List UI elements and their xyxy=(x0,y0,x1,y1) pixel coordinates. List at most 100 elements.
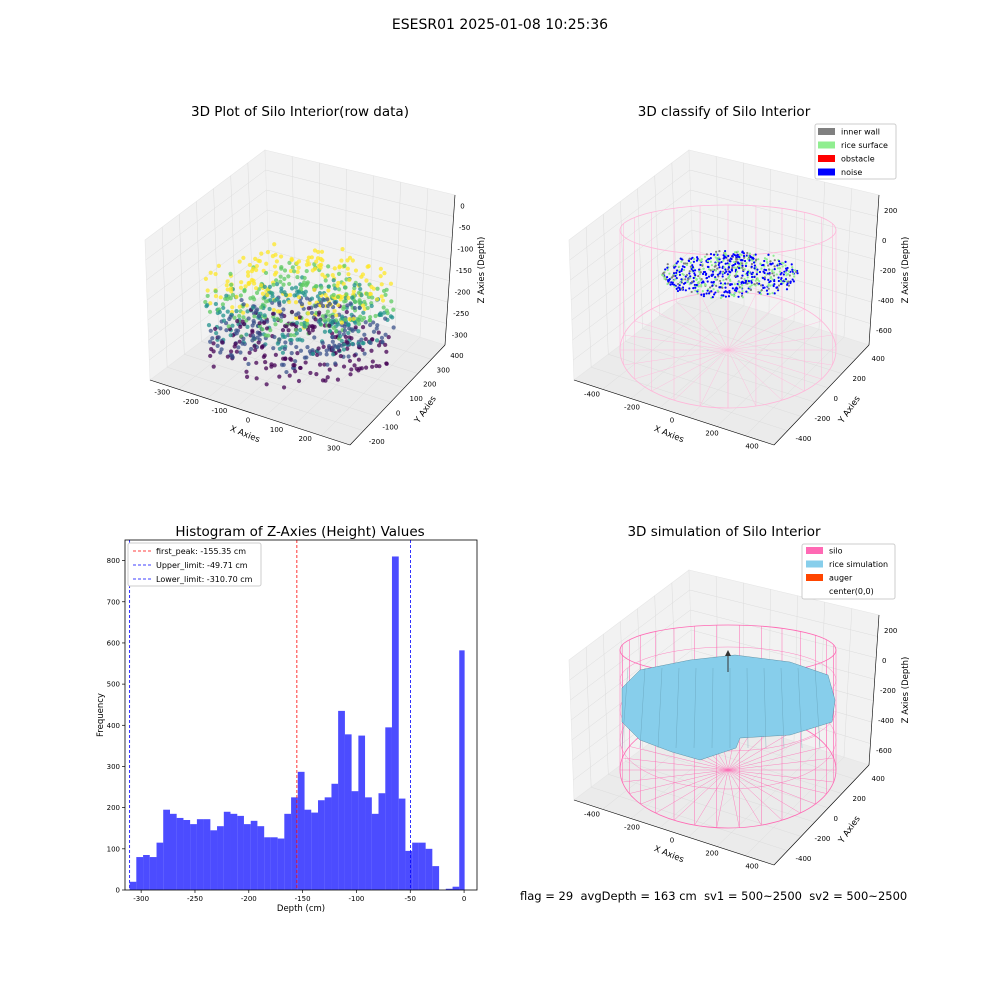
z-tick-label: 0 xyxy=(460,203,464,211)
data-point xyxy=(208,353,213,359)
data-point xyxy=(260,291,266,296)
data-point xyxy=(327,328,333,334)
data-point xyxy=(714,276,717,279)
legend-box xyxy=(814,123,897,180)
data-point xyxy=(339,258,344,263)
grid-line xyxy=(570,189,877,281)
data-point xyxy=(742,281,745,285)
silo-floor-spoke xyxy=(651,308,729,351)
grid-line xyxy=(570,209,875,301)
data-point xyxy=(324,348,329,353)
data-point xyxy=(224,293,229,298)
data-point xyxy=(304,268,309,274)
data-point xyxy=(237,259,242,264)
data-point xyxy=(312,248,318,253)
data-point xyxy=(778,262,781,265)
data-point xyxy=(296,378,302,384)
data-point xyxy=(383,332,388,337)
grid-line xyxy=(591,786,788,851)
data-point xyxy=(225,279,230,284)
data-point xyxy=(684,281,687,284)
data-point xyxy=(326,284,331,289)
grid-line xyxy=(745,756,845,856)
data-point xyxy=(215,343,220,348)
data-point xyxy=(788,274,791,277)
data-point xyxy=(732,263,735,267)
legend-swatch xyxy=(806,574,823,581)
data-point xyxy=(308,370,313,376)
data-point xyxy=(262,320,267,326)
data-point xyxy=(741,262,744,265)
histogram-bar xyxy=(432,866,440,890)
data-point xyxy=(747,254,750,258)
data-point xyxy=(368,314,373,320)
data-point xyxy=(267,284,272,289)
data-point xyxy=(210,336,215,341)
x-tick-label: -300 xyxy=(154,389,170,397)
grid-line xyxy=(572,249,872,341)
data-point xyxy=(314,372,319,377)
data-point xyxy=(271,346,276,351)
data-point xyxy=(768,268,771,271)
grid-line xyxy=(145,169,454,261)
data-point xyxy=(744,264,748,268)
data-point xyxy=(721,275,724,278)
data-point xyxy=(334,329,339,334)
data-point xyxy=(773,259,776,262)
data-point xyxy=(344,292,349,297)
data-point xyxy=(790,263,793,266)
data-point xyxy=(730,257,733,261)
data-point xyxy=(333,361,338,366)
data-point xyxy=(237,304,242,309)
data-point xyxy=(691,280,694,283)
data-point xyxy=(784,264,787,267)
legend-swatch xyxy=(818,141,835,149)
histogram-bar xyxy=(338,710,345,890)
data-point xyxy=(326,317,331,322)
data-point xyxy=(306,255,311,260)
data-point xyxy=(763,278,766,281)
data-point xyxy=(740,258,743,262)
data-point xyxy=(213,289,218,294)
data-point xyxy=(677,282,680,286)
data-point xyxy=(716,273,719,276)
grid-line xyxy=(793,175,798,322)
data-point xyxy=(241,322,247,327)
data-point xyxy=(320,314,325,319)
y-tick-label: 800 xyxy=(107,557,120,565)
data-point xyxy=(674,278,677,281)
data-point xyxy=(769,276,773,279)
data-point xyxy=(279,362,285,367)
data-point xyxy=(323,292,328,298)
rice-mesh-line xyxy=(657,667,663,749)
data-point xyxy=(700,293,703,296)
data-point xyxy=(307,300,312,306)
data-point xyxy=(684,289,687,292)
data-point xyxy=(697,274,700,278)
data-point xyxy=(330,314,335,320)
data-point xyxy=(337,330,342,335)
data-point xyxy=(716,290,720,293)
data-point xyxy=(360,303,366,308)
data-point xyxy=(288,337,293,343)
data-point xyxy=(365,264,370,269)
data-point xyxy=(773,268,776,271)
data-point xyxy=(306,311,311,316)
data-point xyxy=(251,266,256,272)
z-tick-label: -300 xyxy=(452,331,468,339)
data-point xyxy=(682,268,686,271)
data-point xyxy=(707,292,711,295)
data-point xyxy=(771,270,774,273)
classify-3d-plot: -400 -200 0 200 400 -400 -200 0 200 400 200 0 -200 -4… xyxy=(568,123,911,451)
x-tick-label: 200 xyxy=(705,430,718,438)
rice-mesh-line xyxy=(797,667,803,749)
silo-floor-spoke xyxy=(699,293,729,351)
silo-floor-spoke xyxy=(629,769,729,794)
data-point xyxy=(211,341,216,346)
data-point xyxy=(246,361,251,367)
histogram-bar xyxy=(183,820,191,890)
data-point xyxy=(386,335,391,340)
data-point xyxy=(709,260,712,263)
data-point xyxy=(323,278,328,283)
x-tick-label: -100 xyxy=(211,407,227,415)
